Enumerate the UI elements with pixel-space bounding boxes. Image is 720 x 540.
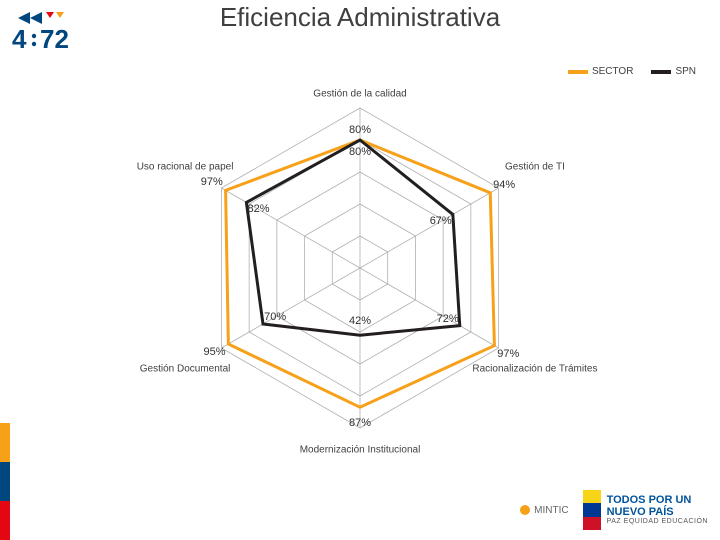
data-label-spn: 82% bbox=[247, 203, 269, 215]
left-accent-bar bbox=[0, 423, 10, 540]
data-label-sector: 94% bbox=[493, 179, 515, 191]
nuevo-pais-logo: TODOS POR UN NUEVO PAÍS PAZ EQUIDAD EDUC… bbox=[583, 490, 708, 530]
data-label-sector: 97% bbox=[201, 176, 223, 188]
radar-axis-label: Modernización Institucional bbox=[300, 445, 421, 456]
mintic-label: MINTIC bbox=[534, 505, 568, 516]
data-label-sector: 87% bbox=[349, 417, 371, 429]
footer-logos: MINTIC TODOS POR UN NUEVO PAÍS PAZ EQUID… bbox=[520, 490, 708, 530]
data-label-sector: 80% bbox=[349, 124, 371, 136]
data-label-sector: 97% bbox=[497, 348, 519, 360]
colombia-flag-icon bbox=[583, 490, 601, 530]
data-label-spn: 67% bbox=[430, 215, 452, 227]
data-label-spn: 80% bbox=[349, 146, 371, 158]
radar-axis-label: Racionalización de Trámites bbox=[472, 364, 597, 375]
page-title: Eficiencia Administrativa bbox=[0, 2, 720, 33]
radar-axis-label: Uso racional de papel bbox=[137, 162, 234, 173]
data-label-spn: 42% bbox=[349, 315, 371, 327]
campaign-line-1: TODOS POR UN bbox=[607, 495, 708, 507]
radar-axis-label: Gestión Documental bbox=[140, 364, 231, 375]
mintic-logo: MINTIC bbox=[520, 505, 568, 516]
mintic-icon bbox=[520, 505, 530, 515]
data-label-spn: 70% bbox=[264, 311, 286, 323]
radar-chart: Gestión de la calidad Gestión de TI Racion… bbox=[0, 66, 720, 470]
data-label-sector: 95% bbox=[203, 346, 225, 358]
radar-axis-label: Gestión de la calidad bbox=[313, 89, 406, 100]
radar-axis-label: Gestión de TI bbox=[505, 162, 565, 173]
campaign-line-2: NUEVO PAÍS bbox=[607, 507, 708, 519]
campaign-sub: PAZ EQUIDAD EDUCACIÓN bbox=[607, 518, 708, 525]
data-label-spn: 72% bbox=[437, 313, 459, 325]
